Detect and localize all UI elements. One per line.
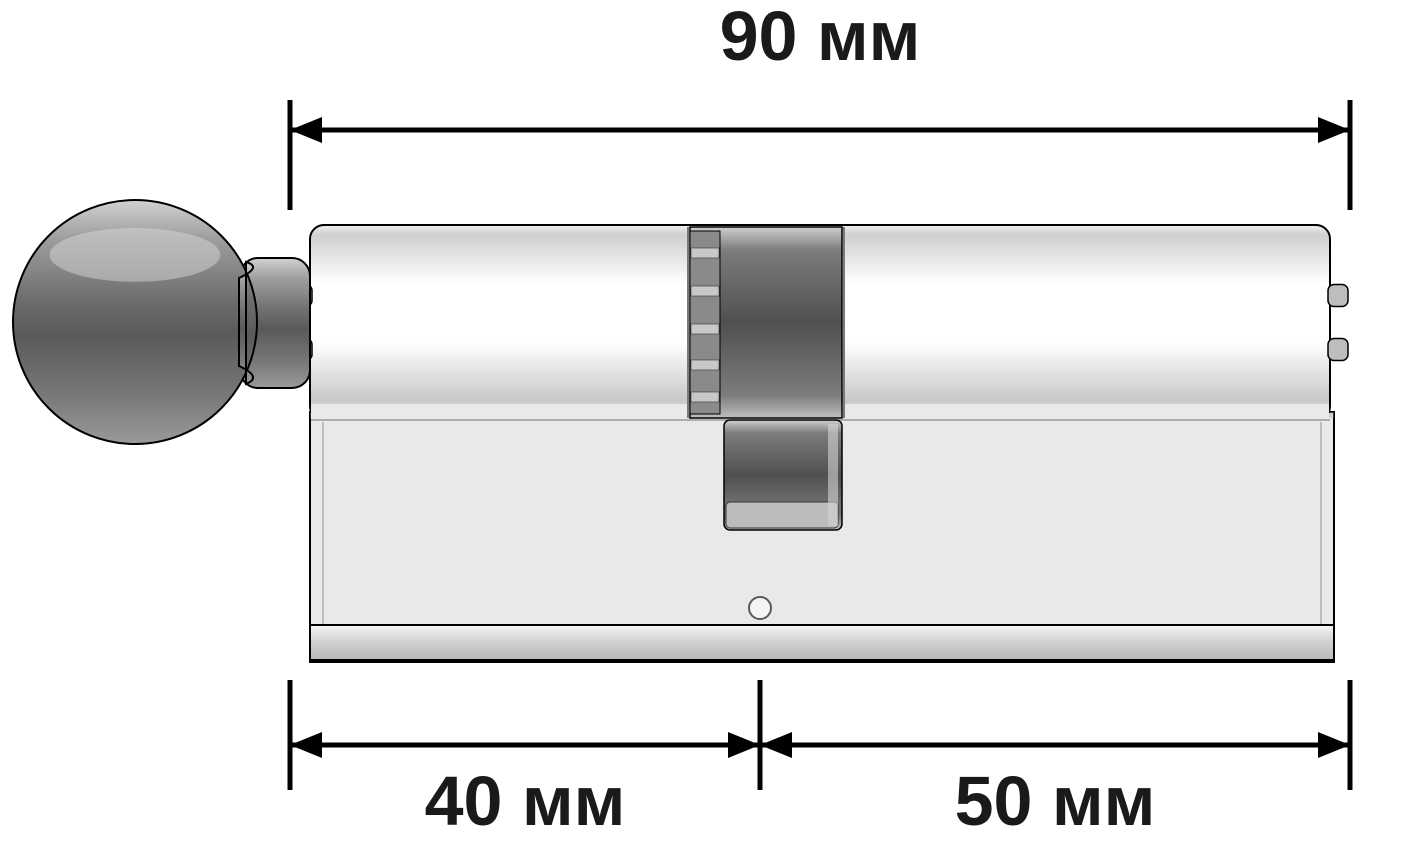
total-length-label: 90 мм bbox=[720, 0, 921, 75]
right-length-label: 50 мм bbox=[955, 762, 1156, 840]
thumb-turn-knob bbox=[13, 200, 310, 444]
lock-cylinder-diagram: 90 мм 40 мм 50 мм bbox=[0, 0, 1404, 860]
left-length-label: 40 мм bbox=[425, 762, 626, 840]
